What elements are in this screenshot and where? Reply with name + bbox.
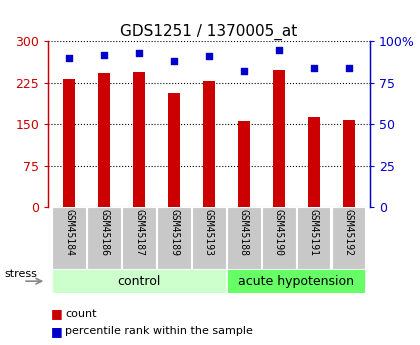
Bar [87, 207, 121, 269]
Text: GSM45184: GSM45184 [64, 209, 74, 256]
Point [171, 59, 177, 64]
Bar [307, 117, 320, 207]
Bar [297, 207, 331, 269]
Point [66, 55, 73, 61]
Text: percentile rank within the sample: percentile rank within the sample [65, 326, 253, 336]
Text: GSM45191: GSM45191 [309, 209, 319, 256]
Text: GSM45190: GSM45190 [274, 209, 284, 256]
Bar [192, 207, 226, 269]
Bar [227, 207, 261, 269]
Point [101, 52, 108, 57]
Bar [52, 269, 226, 293]
Text: acute hypotension: acute hypotension [238, 275, 354, 288]
Point [276, 47, 282, 52]
Text: GSM45192: GSM45192 [344, 209, 354, 256]
Bar [52, 207, 86, 269]
Text: ■: ■ [50, 325, 62, 338]
Bar [227, 269, 365, 293]
Point [241, 68, 247, 74]
Text: GSM45186: GSM45186 [99, 209, 109, 256]
Point [206, 53, 213, 59]
Bar [98, 73, 110, 207]
Bar [63, 79, 75, 207]
Text: GSM45193: GSM45193 [204, 209, 214, 256]
Point [136, 50, 142, 56]
Text: GSM45187: GSM45187 [134, 209, 144, 256]
Bar [133, 72, 145, 207]
Bar [203, 81, 215, 207]
Point [345, 65, 352, 71]
Title: GDS1251 / 1370005_at: GDS1251 / 1370005_at [120, 24, 298, 40]
Text: GSM45188: GSM45188 [239, 209, 249, 256]
Bar [168, 93, 180, 207]
Text: ■: ■ [50, 307, 62, 321]
Bar [332, 207, 365, 269]
Text: GSM45189: GSM45189 [169, 209, 179, 256]
Bar [122, 207, 156, 269]
Bar [262, 207, 296, 269]
Text: count: count [65, 309, 97, 319]
Text: stress: stress [4, 269, 37, 279]
Bar [273, 70, 285, 207]
Bar [238, 121, 250, 207]
Point [310, 65, 317, 71]
Bar [343, 120, 355, 207]
Bar [157, 207, 191, 269]
Text: control: control [118, 275, 161, 288]
